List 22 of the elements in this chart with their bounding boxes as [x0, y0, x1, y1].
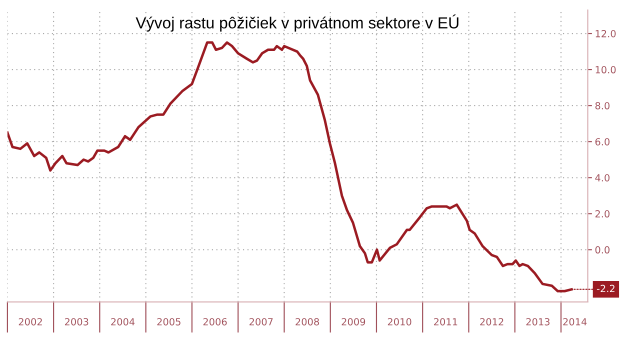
- chart-title: Vývoj rastu pôžičiek v privátnom sektore v EÚ: [136, 14, 458, 32]
- y-tick-label: 6.0: [595, 138, 610, 146]
- x-tick-label: 2011: [434, 318, 458, 326]
- x-tick-label: 2003: [64, 318, 88, 326]
- x-tick-label: 2009: [342, 318, 366, 326]
- x-tick-label: 2010: [388, 318, 412, 326]
- x-tick-label: 2004: [111, 318, 135, 326]
- x-tick-label: 2002: [18, 318, 42, 326]
- y-tick-label: 8.0: [595, 102, 610, 110]
- y-tick-label: 4.0: [595, 174, 610, 182]
- annotation: -2.2: [596, 284, 614, 292]
- y-tick-label: 10.0: [596, 66, 616, 74]
- x-tick-label: 2005: [157, 318, 180, 326]
- y-tick-label: 0.0: [595, 246, 610, 254]
- x-tick-label: 2006: [203, 318, 227, 326]
- x-tick-label: 2013: [526, 318, 550, 326]
- y-tick-label: 2.0: [595, 210, 610, 218]
- y-tick-label: 12.0: [596, 30, 616, 38]
- x-tick-label: 2012: [480, 318, 504, 326]
- x-tick-label: 2014: [563, 318, 587, 326]
- x-tick-label: 2007: [250, 318, 273, 326]
- x-tick-label: 2008: [296, 318, 319, 326]
